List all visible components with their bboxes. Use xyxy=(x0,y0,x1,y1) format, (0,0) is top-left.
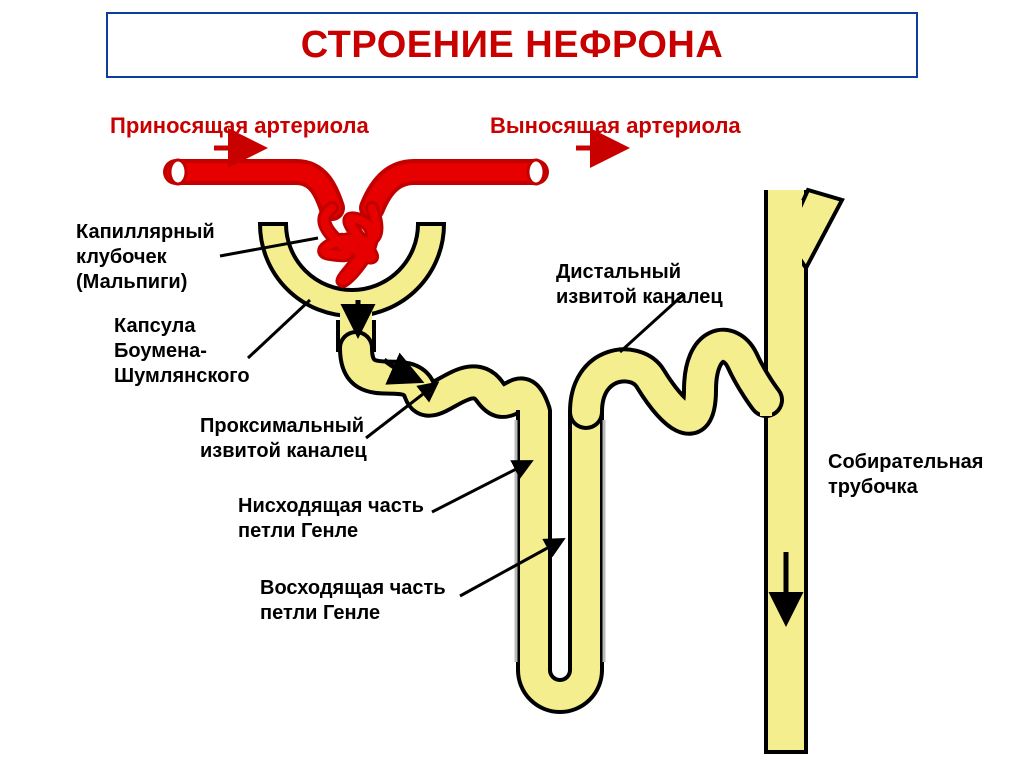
label-distal: Дистальный извитой каналец xyxy=(556,260,723,310)
label-afferent: Приносящая артериола xyxy=(110,112,369,140)
proximal-tubule xyxy=(356,348,534,412)
label-proximal: Проксимальный извитой каналец xyxy=(200,414,367,464)
afferent-arteriole xyxy=(170,160,332,208)
label-collecting: Собирательная трубочка xyxy=(828,450,983,500)
efferent-arteriole xyxy=(372,160,544,208)
label-efferent: Выносящая артериола xyxy=(490,112,741,140)
label-descending: Нисходящая часть петли Генле xyxy=(238,494,424,544)
loop-of-henle xyxy=(516,410,604,696)
label-ascending: Восходящая часть петли Генле xyxy=(260,576,446,626)
distal-tubule xyxy=(586,346,772,418)
label-bowman: Капсула Боумена- Шумлянского xyxy=(114,314,250,389)
label-glomerulus: Капиллярный клубочек (Мальпиги) xyxy=(76,220,215,295)
